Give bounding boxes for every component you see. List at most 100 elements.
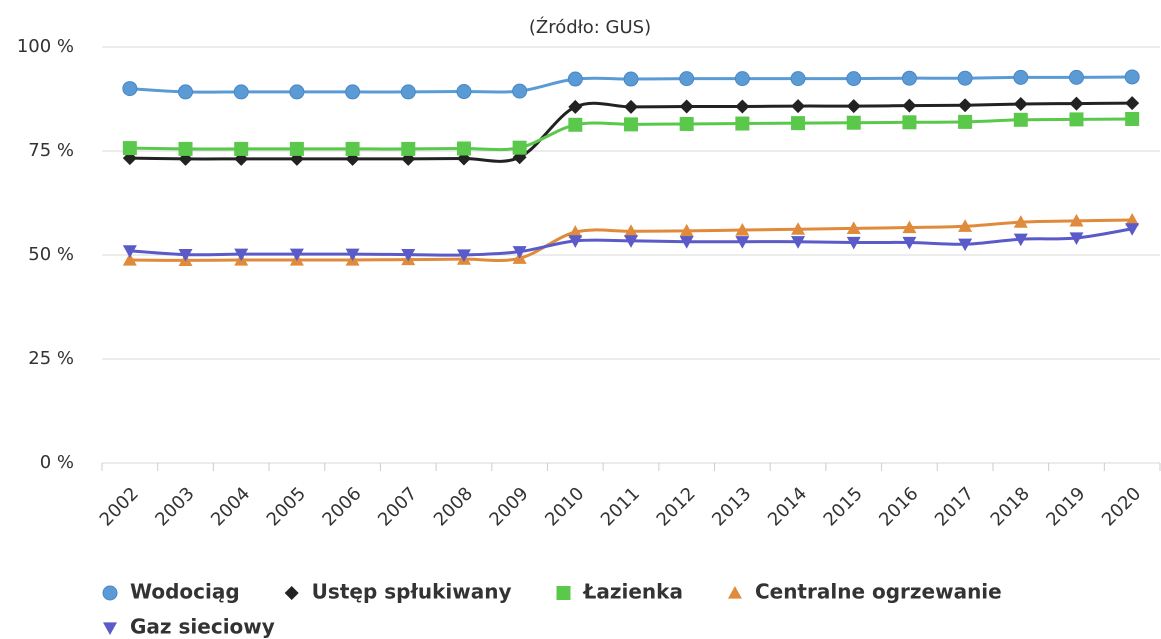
x-tick-label: 2002 [96, 483, 143, 530]
marker [902, 236, 917, 250]
y-tick-label: 50 % [28, 244, 74, 265]
marker [902, 220, 917, 234]
marker [1069, 112, 1084, 127]
marker [568, 235, 583, 248]
legend-label: Łazienka [583, 580, 683, 604]
marker [958, 219, 973, 232]
marker [679, 99, 694, 114]
marker [122, 252, 137, 266]
marker [846, 221, 861, 234]
marker [1013, 69, 1029, 85]
marker [624, 99, 638, 114]
x-tick-label: 2012 [653, 483, 700, 530]
x-tick-label: 2020 [1098, 483, 1145, 530]
marker [1125, 213, 1140, 226]
x-tick-label: 2019 [1042, 483, 1089, 530]
marker [623, 71, 639, 87]
marker [1125, 223, 1140, 236]
marker [234, 141, 249, 156]
x-tick-label: 2008 [430, 483, 477, 530]
marker [958, 238, 973, 252]
marker [735, 116, 750, 131]
legend-label: Wodociąg [130, 580, 240, 604]
x-tick-label: 2005 [263, 483, 310, 530]
marker [178, 248, 193, 262]
x-tick-label: 2010 [541, 483, 588, 530]
legend-label: Gaz sieciowy [130, 615, 275, 639]
legend-label: Ustęp spłukiwany [312, 580, 512, 604]
legend-item: Wodociąg [102, 580, 240, 604]
marker [234, 248, 249, 262]
y-tick-label: 0 % [40, 452, 74, 473]
marker [734, 71, 750, 87]
marker [512, 140, 527, 155]
marker [624, 224, 638, 237]
marker [958, 114, 973, 129]
marker [1124, 69, 1140, 85]
x-tick-label: 2014 [764, 483, 811, 530]
marker [456, 84, 472, 100]
marker [289, 141, 304, 156]
marker [846, 71, 862, 87]
marker [1069, 232, 1084, 245]
marker [400, 84, 416, 100]
marker [556, 586, 571, 600]
legend-item: Łazienka [556, 580, 683, 604]
marker [846, 236, 861, 250]
x-tick-label: 2006 [318, 483, 365, 530]
x-tick-label: 2015 [820, 483, 867, 530]
marker [233, 84, 249, 100]
x-tick-label: 2017 [931, 483, 978, 530]
marker [1125, 111, 1140, 126]
marker [178, 141, 193, 156]
marker [791, 236, 806, 249]
marker [624, 235, 638, 248]
marker [735, 99, 750, 114]
marker [1069, 213, 1084, 227]
x-tick-label: 2003 [151, 483, 198, 530]
marker [902, 115, 917, 130]
legend-label: Centralne ogrzewanie [755, 580, 1002, 604]
marker [178, 84, 194, 100]
legend-item: Centralne ogrzewanie [727, 580, 1002, 604]
marker [679, 71, 695, 87]
marker [727, 586, 742, 599]
marker [846, 99, 861, 114]
marker [790, 71, 806, 87]
x-tick-label: 2009 [485, 483, 532, 530]
marker [791, 99, 806, 114]
marker [345, 248, 360, 262]
marker [345, 141, 360, 156]
marker [1013, 215, 1028, 228]
x-tick-label: 2018 [987, 483, 1034, 530]
x-tick-label: 2007 [374, 483, 421, 530]
marker [1013, 96, 1028, 111]
marker [624, 117, 638, 132]
marker [456, 249, 471, 262]
marker [289, 248, 304, 262]
y-tick-label: 75 % [28, 140, 74, 161]
x-tick-label: 2016 [875, 483, 922, 530]
marker [122, 81, 138, 97]
marker [512, 83, 528, 99]
marker [289, 84, 305, 100]
y-tick-label: 25 % [28, 348, 74, 369]
marker [122, 141, 137, 156]
marker [1068, 69, 1084, 85]
marker [791, 222, 806, 235]
marker [567, 71, 583, 87]
marker [679, 116, 694, 131]
x-tick-label: 2004 [207, 483, 254, 530]
marker [679, 236, 694, 249]
marker [791, 116, 806, 131]
marker [568, 99, 583, 114]
x-tick-label: 2011 [597, 483, 644, 530]
x-tick-label: 2013 [708, 483, 755, 530]
marker [512, 246, 527, 259]
marker [103, 622, 117, 635]
marker [735, 236, 750, 249]
marker [901, 70, 917, 86]
marker [958, 98, 973, 113]
marker [957, 70, 973, 86]
